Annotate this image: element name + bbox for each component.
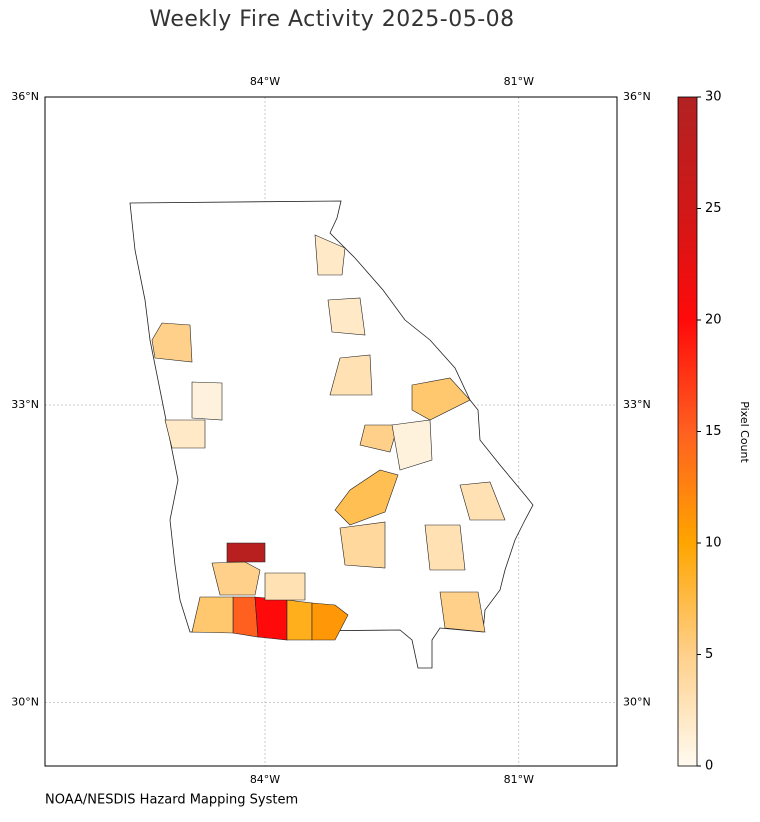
county (327, 297, 366, 336)
colorbar-tick-label: 0 (705, 759, 713, 774)
county (232, 596, 259, 638)
county (459, 481, 506, 521)
y-tick-label: 36°N (623, 90, 651, 103)
x-tick-label: 84°W (250, 773, 280, 786)
county (254, 596, 288, 641)
county (439, 591, 486, 633)
county (334, 469, 399, 526)
county (286, 599, 313, 641)
source-note: NOAA/NESDIS Hazard Mapping System (45, 793, 298, 808)
y-tick-label: 30°N (11, 696, 39, 709)
county (264, 572, 306, 601)
x-tick-label: 81°W (504, 773, 534, 786)
colorbar-tick-label: 5 (705, 647, 713, 662)
y-tick-label: 30°N (623, 696, 651, 709)
county (226, 542, 266, 563)
y-tick-label: 33°N (623, 398, 651, 411)
county (211, 561, 261, 596)
county (424, 524, 466, 571)
colorbar-tick-label: 10 (705, 536, 722, 551)
y-tick-label: 33°N (11, 398, 39, 411)
county (339, 521, 386, 569)
county (164, 419, 206, 449)
colorbar (677, 96, 698, 767)
x-tick-label: 84°W (250, 75, 280, 88)
county (191, 381, 223, 421)
county (329, 354, 373, 396)
chart-title: Weekly Fire Activity 2025-05-08 (149, 7, 514, 32)
county (359, 424, 399, 453)
colorbar-tick-label: 15 (705, 424, 722, 439)
x-tick-label: 81°W (504, 75, 534, 88)
county (391, 419, 433, 471)
colorbar-tick-label: 25 (705, 201, 722, 216)
county (151, 322, 193, 363)
colorbar-tick-label: 30 (705, 90, 722, 105)
county (191, 596, 234, 634)
county (314, 234, 346, 276)
colorbar-label: Pixel Count (738, 401, 751, 463)
y-tick-label: 36°N (11, 90, 39, 103)
county (311, 602, 349, 641)
map-frame (44, 96, 618, 767)
county (411, 377, 471, 421)
colorbar-tick-label: 20 (705, 313, 722, 328)
